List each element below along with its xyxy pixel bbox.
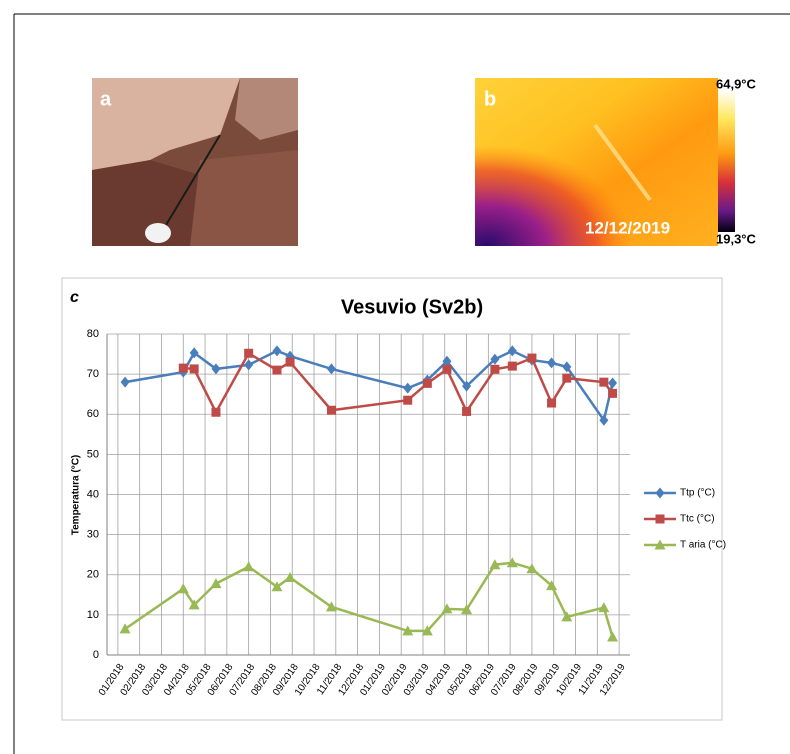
- min-temp: 19,3°C: [716, 231, 757, 246]
- panel-label: a: [100, 88, 112, 110]
- panel-label: b: [484, 88, 496, 110]
- thermal-b: b 64,9°C 19,3°C 12/12/2019: [475, 76, 757, 246]
- data-point: [562, 374, 571, 383]
- legend-label: Ttc (°C): [680, 514, 715, 525]
- y-tick-label: 60: [87, 408, 99, 420]
- y-tick-label: 0: [93, 649, 99, 661]
- date: 12/12/2019: [585, 218, 670, 237]
- data-point: [244, 349, 253, 358]
- y-axis-title: Temperatura (°C): [71, 455, 82, 536]
- data-point: [527, 354, 536, 363]
- data-point: [403, 396, 412, 405]
- legend-label: Ttp (°C): [680, 488, 715, 499]
- data-point: [286, 358, 295, 367]
- data-point: [547, 399, 556, 408]
- figure: a b 64,9°C 19,3°C 12/12/2019 c Vesuvio (…: [0, 0, 790, 754]
- data-point: [608, 389, 617, 398]
- chart-frame: [62, 278, 722, 720]
- chart-title: Vesuvio (Sv2b): [341, 296, 483, 318]
- y-tick-label: 50: [87, 448, 99, 460]
- data-point: [442, 365, 451, 374]
- data-point: [272, 366, 281, 375]
- data-point: [599, 378, 608, 387]
- data-point: [327, 406, 336, 415]
- data-point: [211, 408, 220, 417]
- panel-label: c: [70, 289, 79, 306]
- data-point: [179, 364, 188, 373]
- y-tick-label: 40: [87, 488, 99, 500]
- data-point: [190, 364, 199, 373]
- y-tick-label: 20: [87, 569, 99, 581]
- y-tick-label: 30: [87, 529, 99, 541]
- y-tick-label: 10: [87, 609, 99, 621]
- max-temp: 64,9°C: [716, 76, 757, 91]
- data-point: [508, 362, 517, 371]
- y-tick-label: 70: [87, 368, 99, 380]
- legend-label: T aria (°C): [680, 540, 726, 551]
- y-tick-label: 80: [87, 328, 99, 340]
- data-point: [462, 407, 471, 416]
- data-point: [490, 365, 499, 374]
- data-point: [423, 379, 432, 388]
- legend-marker: [656, 515, 665, 524]
- photo-a: a: [92, 78, 298, 246]
